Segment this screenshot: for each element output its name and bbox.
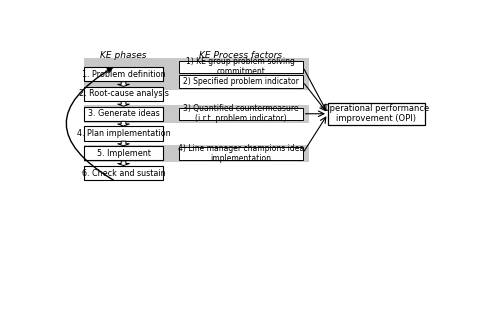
Bar xyxy=(173,145,308,162)
Bar xyxy=(84,145,252,162)
Bar xyxy=(84,58,252,91)
Polygon shape xyxy=(118,102,130,106)
Bar xyxy=(84,127,163,141)
Text: 4) Line manager champions idea
implementation: 4) Line manager champions idea implement… xyxy=(178,144,304,163)
Bar xyxy=(84,166,163,180)
Text: 1) KE group problem-solving
commitment: 1) KE group problem-solving commitment xyxy=(186,57,295,76)
Text: 4. Plan implementation: 4. Plan implementation xyxy=(76,129,170,138)
Polygon shape xyxy=(118,161,130,166)
Bar xyxy=(179,108,303,120)
Polygon shape xyxy=(118,82,130,87)
Text: 2. Root-cause analysis: 2. Root-cause analysis xyxy=(78,90,168,99)
Bar xyxy=(84,67,163,81)
Text: 3) Quantified countermeasure
(i.r.t. problem indicator): 3) Quantified countermeasure (i.r.t. pro… xyxy=(183,104,298,124)
Text: KE Process factors: KE Process factors xyxy=(199,51,282,60)
Bar xyxy=(84,146,163,160)
Polygon shape xyxy=(118,141,130,146)
Bar xyxy=(179,60,303,73)
Bar xyxy=(179,147,303,160)
Bar xyxy=(84,105,252,123)
Text: 3. Generate ideas: 3. Generate ideas xyxy=(88,109,160,118)
Bar xyxy=(328,103,425,125)
Bar xyxy=(173,105,308,123)
Text: 5. Implement: 5. Implement xyxy=(96,149,150,158)
Bar xyxy=(173,58,308,91)
Polygon shape xyxy=(118,121,130,126)
Text: 2) Specified problem indicator: 2) Specified problem indicator xyxy=(183,77,298,86)
Text: 1. Problem definition: 1. Problem definition xyxy=(82,70,166,78)
Bar xyxy=(84,87,163,101)
Text: 6. Check and sustain: 6. Check and sustain xyxy=(82,169,166,178)
FancyArrowPatch shape xyxy=(66,68,114,180)
Bar xyxy=(84,107,163,121)
Bar xyxy=(179,75,303,88)
Text: KE phases: KE phases xyxy=(100,51,147,60)
Text: Operational performance
improvement (OPI): Operational performance improvement (OPI… xyxy=(323,104,430,124)
